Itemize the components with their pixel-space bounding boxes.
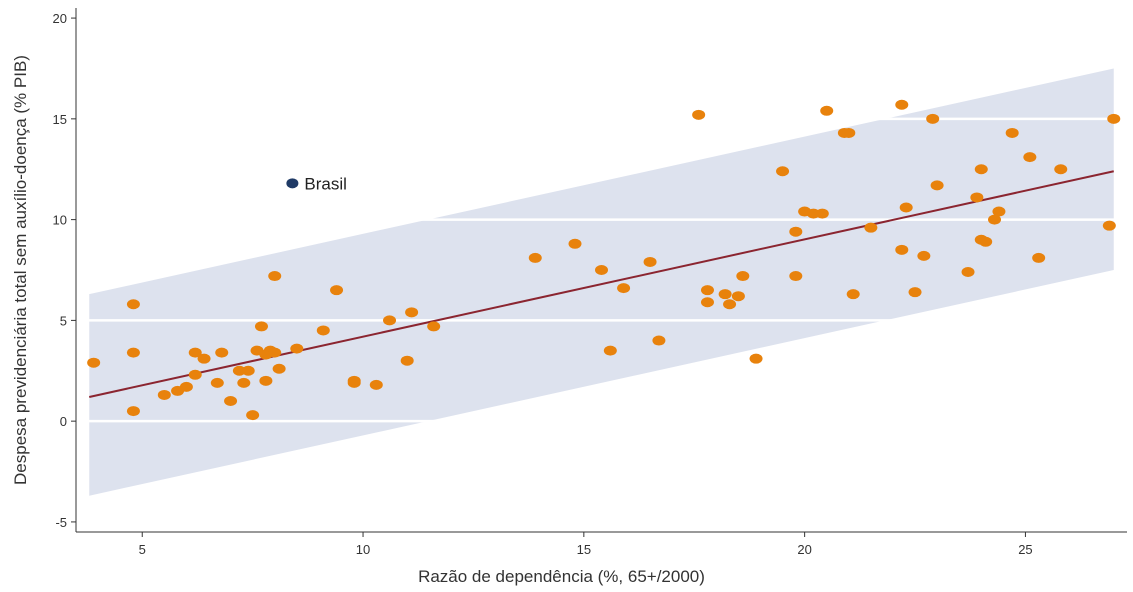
data-point [895, 244, 909, 255]
data-point [970, 192, 984, 203]
data-point [917, 250, 931, 261]
data-point [979, 236, 993, 247]
x-tick-label: 20 [797, 542, 811, 557]
data-point [842, 127, 856, 138]
data-point [188, 347, 202, 358]
data-point [930, 180, 944, 191]
data-point [603, 345, 617, 356]
data-point [246, 410, 260, 421]
data-point [210, 377, 224, 388]
data-point [290, 343, 304, 354]
confidence-band [89, 68, 1114, 496]
data-point [268, 271, 282, 282]
data-point [157, 389, 171, 400]
data-point [718, 289, 732, 300]
data-point [974, 164, 988, 175]
data-point [427, 321, 441, 332]
data-point [241, 365, 255, 376]
data-point [347, 375, 361, 386]
data-point [815, 208, 829, 219]
y-tick-label: 20 [53, 11, 67, 26]
data-point [988, 214, 1002, 225]
data-point [224, 396, 238, 406]
data-point [254, 321, 268, 332]
data-point [126, 299, 140, 310]
data-point [595, 265, 608, 275]
data-point [723, 299, 737, 310]
y-tick-label: 10 [53, 213, 67, 228]
data-point [215, 347, 229, 358]
data-point [126, 406, 140, 417]
x-axis-title: Razão de dependência (%, 65+/2000) [418, 567, 705, 586]
data-point [864, 222, 878, 233]
data-point [652, 335, 666, 346]
data-point [330, 285, 344, 296]
data-point [528, 252, 542, 263]
data-point [1032, 252, 1046, 263]
y-tick-label: 5 [60, 313, 67, 328]
data-point [846, 289, 860, 300]
data-point [259, 375, 273, 386]
x-tick-label: 5 [139, 542, 146, 557]
data-point [731, 291, 745, 302]
highlight-point [286, 178, 299, 189]
y-tick-label: -5 [55, 515, 67, 530]
data-point [1023, 152, 1037, 163]
data-point [961, 267, 975, 278]
y-tick-label: 15 [53, 112, 67, 127]
data-point [568, 238, 582, 249]
data-point [692, 109, 706, 120]
data-point [749, 353, 763, 364]
data-point [789, 226, 803, 237]
trend-line [89, 170, 1114, 398]
data-point [776, 166, 790, 177]
data-point [179, 381, 193, 392]
data-point [405, 307, 419, 318]
x-tick-label: 25 [1018, 542, 1032, 557]
data-point [126, 347, 140, 358]
data-point [237, 377, 251, 388]
data-point [400, 355, 414, 366]
data-point [899, 202, 913, 213]
data-point [1054, 164, 1068, 175]
data-point [369, 379, 383, 390]
data-point [197, 353, 211, 364]
data-point [1102, 220, 1116, 231]
data-point [643, 256, 657, 267]
highlight-label: Brasil [304, 174, 347, 193]
data-point [268, 347, 282, 358]
data-point [908, 287, 922, 298]
data-point [700, 285, 714, 296]
data-point [383, 315, 397, 326]
data-point [1005, 127, 1019, 138]
data-point [895, 99, 909, 110]
data-point [820, 105, 834, 116]
data-point [1107, 113, 1121, 124]
data-point [992, 206, 1006, 217]
x-tick-label: 10 [356, 542, 370, 557]
y-tick-label: 0 [60, 414, 67, 429]
x-tick-label: 15 [577, 542, 591, 557]
y-axis-title: Despesa previdenciária total sem auxílio… [11, 55, 30, 485]
data-point [700, 297, 714, 308]
data-point [87, 357, 101, 368]
data-point [789, 271, 803, 282]
data-point [188, 369, 202, 380]
data-point [617, 283, 631, 294]
data-point [926, 113, 940, 124]
data-point [736, 271, 750, 282]
data-point [272, 363, 286, 374]
data-point [316, 325, 330, 336]
